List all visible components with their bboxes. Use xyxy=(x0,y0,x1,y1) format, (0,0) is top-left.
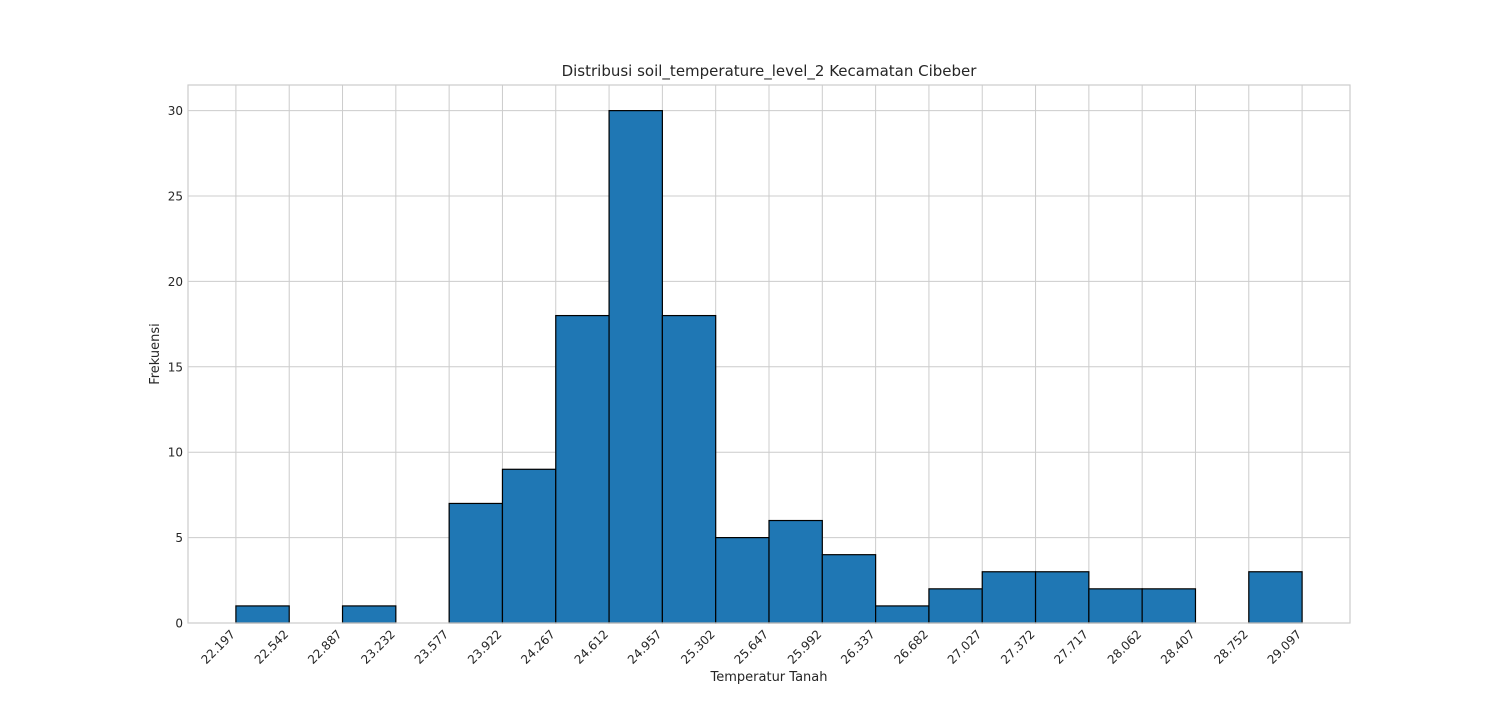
histogram-bar xyxy=(1248,571,1303,624)
x-tick-label: 24.612 xyxy=(572,627,612,667)
histogram-bar xyxy=(1088,588,1143,624)
x-tick-label: 28.407 xyxy=(1158,627,1198,667)
x-tick-label: 26.337 xyxy=(838,627,878,667)
y-tick-label: 0 xyxy=(175,617,183,631)
histogram-bar xyxy=(1034,571,1090,624)
x-tick-label: 28.752 xyxy=(1211,627,1251,667)
x-tick-label: 23.922 xyxy=(465,627,505,667)
y-tick-label: 25 xyxy=(168,190,183,204)
histogram-bar xyxy=(1141,588,1197,624)
plot-frame xyxy=(187,84,1351,624)
x-tick-label: 23.577 xyxy=(412,627,452,667)
histogram-bar xyxy=(608,110,663,624)
histogram-bar xyxy=(448,502,504,624)
x-tick-label: 22.542 xyxy=(252,627,292,667)
x-tick-label: 24.267 xyxy=(518,627,558,667)
histogram-bar xyxy=(501,468,557,624)
histogram-bar xyxy=(661,314,717,624)
histogram-bar xyxy=(768,519,823,624)
histogram-bar xyxy=(235,605,290,624)
histogram-bar xyxy=(715,537,770,624)
x-tick-label: 27.027 xyxy=(945,627,985,667)
x-axis-label: Temperatur Tanah xyxy=(710,670,828,685)
x-axis-ticks: 22.197 22.542 22.887 23.232 23.577 23.922 24.2… xyxy=(198,627,1304,667)
x-tick-label: 27.372 xyxy=(998,627,1038,667)
x-tick-label: 23.232 xyxy=(358,627,398,667)
histogram-bar xyxy=(821,554,877,624)
x-tick-label: 24.957 xyxy=(625,627,665,667)
y-tick-label: 5 xyxy=(175,531,183,545)
x-tick-label: 22.197 xyxy=(198,627,238,667)
x-tick-label: 22.887 xyxy=(305,627,345,667)
chart-title: Distribusi soil_temperature_level_2 Keca… xyxy=(562,62,978,81)
x-tick-label: 25.302 xyxy=(678,627,718,667)
y-axis-label: Frekuensi xyxy=(148,323,163,385)
x-tick-label: 26.682 xyxy=(891,627,931,667)
histogram-bar xyxy=(555,314,610,624)
histogram-bar xyxy=(981,571,1037,624)
y-axis-ticks: 0 5 10 15 20 25 30 xyxy=(168,104,183,630)
histogram-bar xyxy=(341,605,397,624)
histogram-bar xyxy=(875,605,930,624)
bars-group xyxy=(235,110,1303,624)
x-tick-label: 29.097 xyxy=(1265,627,1305,667)
histogram-bar xyxy=(928,588,983,624)
x-tick-label: 27.717 xyxy=(1051,627,1091,667)
x-tick-label: 28.062 xyxy=(1105,627,1145,667)
y-tick-label: 30 xyxy=(168,104,183,118)
y-tick-label: 10 xyxy=(168,446,183,460)
y-tick-label: 15 xyxy=(168,360,183,374)
y-tick-label: 20 xyxy=(168,275,183,289)
x-tick-label: 25.992 xyxy=(785,627,825,667)
x-tick-label: 25.647 xyxy=(732,627,772,667)
